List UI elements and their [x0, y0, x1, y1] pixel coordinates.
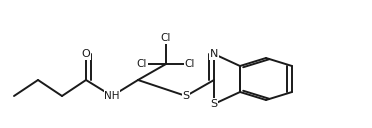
Text: N: N: [210, 49, 218, 59]
Text: S: S: [211, 99, 218, 109]
Text: Cl: Cl: [185, 59, 195, 69]
Text: NH: NH: [104, 91, 120, 101]
Text: Cl: Cl: [161, 33, 171, 43]
Text: Cl: Cl: [137, 59, 147, 69]
Text: S: S: [182, 91, 190, 101]
Text: O: O: [81, 49, 90, 59]
